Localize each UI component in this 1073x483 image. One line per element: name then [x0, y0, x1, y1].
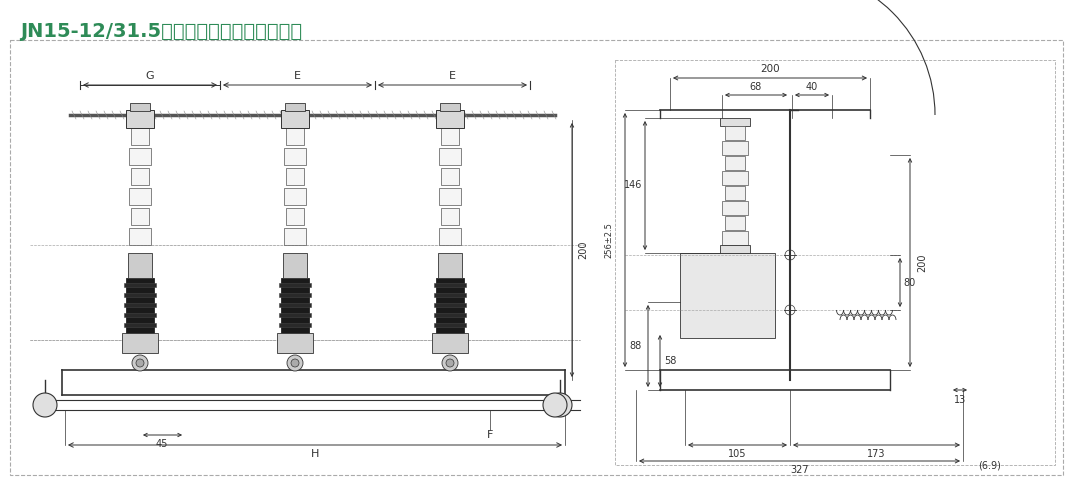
Bar: [285, 103, 305, 111]
Text: 200: 200: [917, 253, 927, 272]
Bar: [436, 110, 464, 128]
Bar: [131, 128, 149, 145]
Bar: [129, 228, 151, 245]
Bar: [615, 60, 1055, 465]
Bar: [279, 283, 311, 287]
Bar: [286, 168, 304, 185]
Bar: [279, 293, 311, 297]
Text: 173: 173: [867, 449, 885, 459]
Circle shape: [136, 359, 144, 367]
Circle shape: [132, 355, 148, 371]
Bar: [722, 201, 748, 215]
Bar: [284, 188, 306, 205]
Text: 200: 200: [760, 64, 780, 74]
Bar: [433, 303, 466, 307]
Bar: [439, 228, 461, 245]
Bar: [441, 208, 459, 225]
Text: E: E: [449, 71, 456, 81]
Circle shape: [543, 393, 567, 417]
Text: 88: 88: [630, 341, 642, 351]
Text: 200: 200: [578, 241, 588, 259]
Bar: [720, 118, 750, 126]
Bar: [441, 168, 459, 185]
Bar: [124, 323, 156, 327]
Bar: [436, 278, 464, 333]
Bar: [722, 171, 748, 185]
Bar: [126, 278, 155, 333]
Text: E: E: [294, 71, 302, 81]
Bar: [440, 103, 460, 111]
Bar: [286, 208, 304, 225]
Circle shape: [33, 393, 57, 417]
Bar: [126, 110, 155, 128]
Bar: [130, 103, 150, 111]
Bar: [131, 208, 149, 225]
Text: 40: 40: [806, 82, 818, 92]
Bar: [725, 216, 745, 230]
Bar: [439, 148, 461, 165]
Bar: [725, 186, 745, 200]
Text: 68: 68: [750, 82, 762, 92]
Text: 13: 13: [954, 395, 966, 405]
Bar: [433, 283, 466, 287]
Text: 80: 80: [903, 278, 916, 287]
Bar: [680, 253, 775, 338]
Bar: [441, 128, 459, 145]
Text: JN15-12/31.5型接地开关外形及安装尺寸: JN15-12/31.5型接地开关外形及安装尺寸: [20, 22, 303, 41]
Bar: [433, 313, 466, 317]
Bar: [281, 110, 309, 128]
Bar: [122, 333, 158, 353]
Bar: [128, 253, 152, 278]
Bar: [129, 188, 151, 205]
Text: 58: 58: [664, 356, 676, 366]
Circle shape: [442, 355, 458, 371]
Bar: [284, 228, 306, 245]
Text: H: H: [311, 449, 319, 459]
Text: (6.9): (6.9): [979, 460, 1001, 470]
Bar: [722, 231, 748, 245]
Text: 256±2.5: 256±2.5: [604, 222, 614, 258]
Bar: [279, 303, 311, 307]
Bar: [720, 245, 750, 253]
Text: 146: 146: [623, 181, 642, 190]
Bar: [722, 141, 748, 155]
Bar: [129, 148, 151, 165]
Bar: [725, 126, 745, 140]
Bar: [433, 323, 466, 327]
Circle shape: [286, 355, 303, 371]
Text: 105: 105: [727, 449, 746, 459]
Bar: [433, 293, 466, 297]
Bar: [283, 253, 307, 278]
Bar: [286, 128, 304, 145]
Bar: [279, 313, 311, 317]
Bar: [438, 253, 462, 278]
Circle shape: [548, 393, 572, 417]
Text: G: G: [146, 71, 155, 81]
Bar: [124, 283, 156, 287]
Bar: [725, 156, 745, 170]
Text: F: F: [487, 430, 494, 440]
Bar: [131, 168, 149, 185]
Bar: [124, 293, 156, 297]
Bar: [279, 323, 311, 327]
Bar: [439, 188, 461, 205]
Circle shape: [291, 359, 299, 367]
Text: 45: 45: [156, 439, 168, 449]
Bar: [277, 333, 313, 353]
Bar: [124, 313, 156, 317]
Bar: [284, 148, 306, 165]
Bar: [432, 333, 468, 353]
Circle shape: [446, 359, 454, 367]
Bar: [281, 278, 309, 333]
Bar: [124, 303, 156, 307]
Text: 327: 327: [791, 465, 809, 475]
